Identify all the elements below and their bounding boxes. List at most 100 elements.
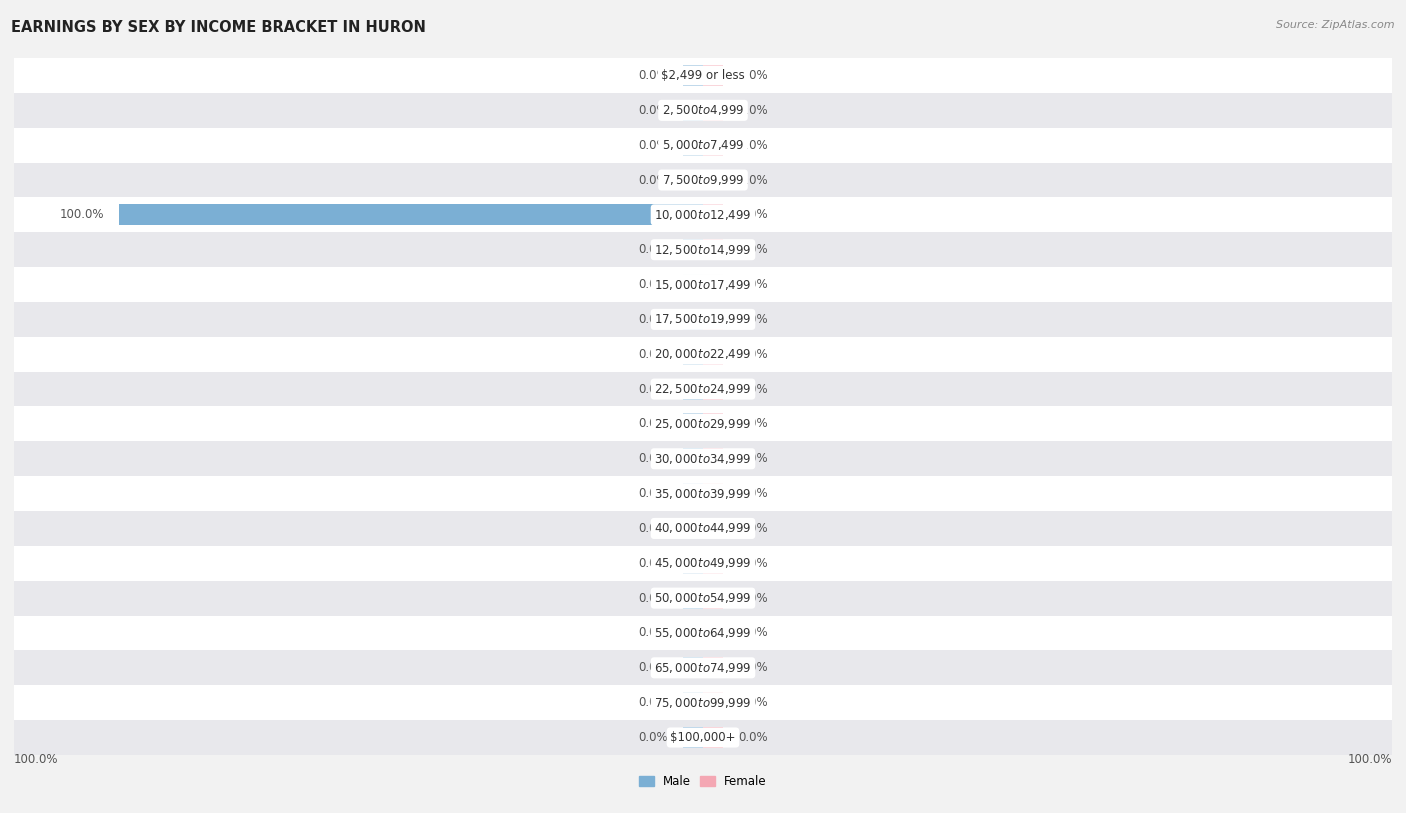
Bar bbox=[703, 135, 724, 155]
Text: 0.0%: 0.0% bbox=[738, 557, 768, 570]
Text: 0.0%: 0.0% bbox=[738, 417, 768, 430]
Bar bbox=[120, 204, 703, 225]
Bar bbox=[3, 233, 1403, 267]
Text: 0.0%: 0.0% bbox=[738, 69, 768, 82]
Bar bbox=[3, 441, 1403, 476]
Bar bbox=[3, 511, 1403, 546]
Text: 0.0%: 0.0% bbox=[638, 627, 668, 640]
Text: 0.0%: 0.0% bbox=[638, 243, 668, 256]
Text: 0.0%: 0.0% bbox=[638, 278, 668, 291]
Text: 0.0%: 0.0% bbox=[738, 173, 768, 186]
Text: 0.0%: 0.0% bbox=[738, 208, 768, 221]
Bar bbox=[3, 198, 1403, 233]
Bar bbox=[682, 518, 703, 539]
Bar bbox=[682, 588, 703, 609]
Bar bbox=[3, 302, 1403, 337]
Text: 0.0%: 0.0% bbox=[738, 661, 768, 674]
Text: 0.0%: 0.0% bbox=[738, 243, 768, 256]
Bar bbox=[682, 239, 703, 260]
Bar bbox=[3, 93, 1403, 128]
Bar bbox=[682, 483, 703, 504]
Text: $45,000 to $49,999: $45,000 to $49,999 bbox=[654, 556, 752, 570]
Text: 0.0%: 0.0% bbox=[638, 592, 668, 605]
Text: 0.0%: 0.0% bbox=[638, 417, 668, 430]
Text: 0.0%: 0.0% bbox=[638, 313, 668, 326]
Bar bbox=[682, 309, 703, 330]
Bar bbox=[703, 692, 724, 713]
Bar bbox=[3, 650, 1403, 685]
Text: 0.0%: 0.0% bbox=[738, 348, 768, 361]
Text: $75,000 to $99,999: $75,000 to $99,999 bbox=[654, 696, 752, 710]
Bar bbox=[3, 267, 1403, 302]
Bar bbox=[3, 128, 1403, 163]
Text: 0.0%: 0.0% bbox=[638, 69, 668, 82]
Text: $40,000 to $44,999: $40,000 to $44,999 bbox=[654, 521, 752, 536]
Text: 0.0%: 0.0% bbox=[738, 139, 768, 152]
Bar bbox=[703, 448, 724, 469]
Bar bbox=[703, 623, 724, 643]
Bar bbox=[703, 309, 724, 330]
Bar bbox=[682, 727, 703, 748]
Text: 0.0%: 0.0% bbox=[638, 104, 668, 117]
Text: 100.0%: 100.0% bbox=[1347, 753, 1392, 766]
Bar bbox=[3, 58, 1403, 93]
Bar bbox=[682, 448, 703, 469]
Bar bbox=[682, 553, 703, 574]
Text: 0.0%: 0.0% bbox=[638, 661, 668, 674]
Bar bbox=[682, 623, 703, 643]
Bar bbox=[3, 615, 1403, 650]
Bar bbox=[682, 170, 703, 190]
Bar bbox=[3, 337, 1403, 372]
Bar bbox=[3, 163, 1403, 198]
Text: 0.0%: 0.0% bbox=[738, 731, 768, 744]
Text: $55,000 to $64,999: $55,000 to $64,999 bbox=[654, 626, 752, 640]
Bar bbox=[3, 685, 1403, 720]
Bar bbox=[703, 344, 724, 365]
Bar bbox=[703, 239, 724, 260]
Bar bbox=[682, 379, 703, 399]
Bar bbox=[682, 344, 703, 365]
Text: $2,500 to $4,999: $2,500 to $4,999 bbox=[662, 103, 744, 117]
Bar bbox=[703, 414, 724, 434]
Text: 0.0%: 0.0% bbox=[638, 452, 668, 465]
Text: EARNINGS BY SEX BY INCOME BRACKET IN HURON: EARNINGS BY SEX BY INCOME BRACKET IN HUR… bbox=[11, 20, 426, 35]
Bar bbox=[682, 414, 703, 434]
Bar bbox=[703, 65, 724, 86]
Text: 0.0%: 0.0% bbox=[738, 522, 768, 535]
Bar bbox=[703, 483, 724, 504]
Text: $50,000 to $54,999: $50,000 to $54,999 bbox=[654, 591, 752, 605]
Text: 0.0%: 0.0% bbox=[638, 173, 668, 186]
Bar bbox=[3, 476, 1403, 511]
Bar bbox=[703, 658, 724, 678]
Bar bbox=[3, 372, 1403, 406]
Text: $2,499 or less: $2,499 or less bbox=[661, 69, 745, 82]
Bar bbox=[3, 720, 1403, 755]
Text: 0.0%: 0.0% bbox=[738, 278, 768, 291]
Bar bbox=[703, 518, 724, 539]
Bar bbox=[703, 274, 724, 295]
Text: $15,000 to $17,499: $15,000 to $17,499 bbox=[654, 277, 752, 292]
Bar bbox=[3, 406, 1403, 441]
Text: 0.0%: 0.0% bbox=[738, 627, 768, 640]
Text: $65,000 to $74,999: $65,000 to $74,999 bbox=[654, 661, 752, 675]
Bar bbox=[682, 135, 703, 155]
Text: $25,000 to $29,999: $25,000 to $29,999 bbox=[654, 417, 752, 431]
Text: 100.0%: 100.0% bbox=[14, 753, 59, 766]
Bar bbox=[3, 580, 1403, 615]
Bar bbox=[703, 204, 724, 225]
Text: $7,500 to $9,999: $7,500 to $9,999 bbox=[662, 173, 744, 187]
Text: $12,500 to $14,999: $12,500 to $14,999 bbox=[654, 243, 752, 257]
Text: 0.0%: 0.0% bbox=[638, 696, 668, 709]
Bar bbox=[703, 170, 724, 190]
Bar bbox=[682, 65, 703, 86]
Text: $30,000 to $34,999: $30,000 to $34,999 bbox=[654, 452, 752, 466]
Text: 0.0%: 0.0% bbox=[738, 313, 768, 326]
Bar bbox=[682, 274, 703, 295]
Text: $100,000+: $100,000+ bbox=[671, 731, 735, 744]
Bar bbox=[682, 658, 703, 678]
Bar bbox=[703, 727, 724, 748]
Text: 0.0%: 0.0% bbox=[638, 383, 668, 396]
Text: 0.0%: 0.0% bbox=[638, 139, 668, 152]
Text: $10,000 to $12,499: $10,000 to $12,499 bbox=[654, 208, 752, 222]
Bar bbox=[682, 100, 703, 121]
